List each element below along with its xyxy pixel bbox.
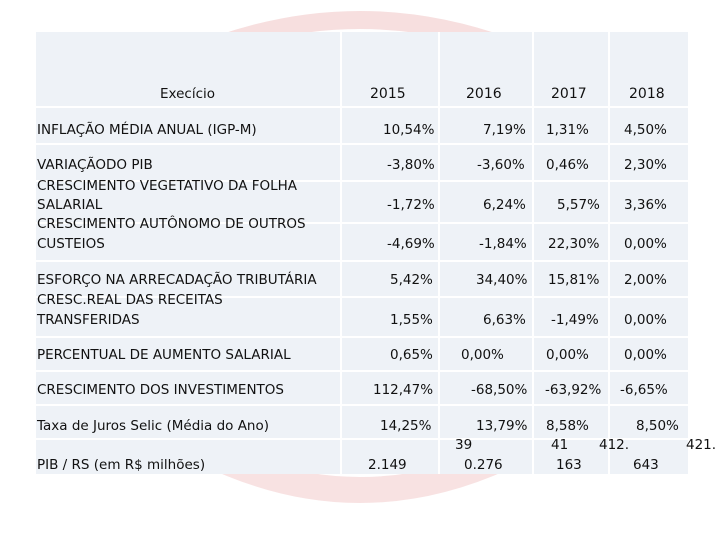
value-cell: 0,00% [461,347,504,363]
value-cell: 3,36% [624,197,667,213]
row-label: VARIAÇÃODO PIB [37,157,153,173]
value-cell: 6,24% [483,197,526,213]
row-label: CRESC.REAL DAS RECEITAS [37,292,223,308]
row-divider [36,370,688,372]
value-cell: 2,00% [624,272,667,288]
row-label: CRESCIMENTO VEGETATIVO DA FOLHA [37,178,298,194]
value-cell: -1,72% [387,197,435,213]
value-cell: 0,00% [546,347,589,363]
value-cell: 7,19% [483,122,526,138]
value-cell: 34,40% [476,272,528,288]
row-divider [36,143,688,145]
row-label: ESFORÇO NA ARRECADAÇÃO TRIBUTÁRIA [37,272,317,288]
row-divider [36,438,688,440]
value-cell: 163 [556,457,582,473]
row-divider [36,180,688,182]
value-cell: -63,92% [545,382,602,398]
row-label: TRANSFERIDAS [37,312,140,328]
value-cell: 5,42% [390,272,433,288]
value-cell: 6,63% [483,312,526,328]
column-divider [340,32,342,474]
row-divider [36,296,688,298]
row-divider [36,106,688,108]
header-label: Execício [160,86,216,102]
value-cell: 421. [686,437,717,453]
value-cell: 22,30% [548,236,600,252]
value-cell: 112,47% [373,382,434,398]
value-cell: 0,46% [546,157,589,173]
value-cell: 15,81% [548,272,600,288]
data-table [36,32,688,474]
year-header: 2018 [629,86,665,102]
value-cell: 39 [455,437,473,453]
value-cell: -3,60% [477,157,525,173]
row-label: PIB / RS (em R$ milhões) [37,457,206,473]
row-label: CUSTEIOS [37,236,105,252]
value-cell: 14,25% [380,418,432,434]
value-cell: 412. [599,437,630,453]
value-cell: 5,57% [557,197,600,213]
column-divider [438,32,440,474]
value-cell: 0,00% [624,347,667,363]
value-cell: 8,58% [546,418,589,434]
value-cell: 0,00% [624,236,667,252]
column-divider [532,32,534,474]
row-divider [36,260,688,262]
value-cell: 13,79% [476,418,528,434]
value-cell: 1,55% [390,312,433,328]
row-divider [36,404,688,406]
value-cell: -6,65% [620,382,668,398]
value-cell: 8,50% [636,418,679,434]
value-cell: 0,65% [390,347,433,363]
value-cell: 10,54% [383,122,435,138]
value-cell: 0,00% [624,312,667,328]
value-cell: 0.276 [464,457,503,473]
value-cell: 2.149 [368,457,407,473]
row-label: INFLAÇÃO MÉDIA ANUAL (IGP-M) [37,122,257,138]
value-cell: -3,80% [387,157,435,173]
row-label: Taxa de Juros Selic (Média do Ano) [37,418,270,434]
row-label: CRESCIMENTO AUTÔNOMO DE OUTROS [37,216,306,232]
value-cell: -1,84% [479,236,527,252]
value-cell: -1,49% [551,312,599,328]
value-cell: 1,31% [546,122,589,138]
year-header: 2015 [370,86,406,102]
row-divider [36,336,688,338]
value-cell: -68,50% [471,382,528,398]
row-divider [36,222,688,224]
value-cell: -4,69% [387,236,435,252]
value-cell: 4,50% [624,122,667,138]
column-divider [608,32,610,474]
year-header: 2016 [466,86,502,102]
value-cell: 643 [633,457,659,473]
value-cell: 41 [551,437,569,453]
row-label: CRESCIMENTO DOS INVESTIMENTOS [37,382,284,398]
row-label: PERCENTUAL DE AUMENTO SALARIAL [37,347,291,363]
year-header: 2017 [551,86,587,102]
row-label: SALARIAL [37,197,103,213]
value-cell: 2,30% [624,157,667,173]
